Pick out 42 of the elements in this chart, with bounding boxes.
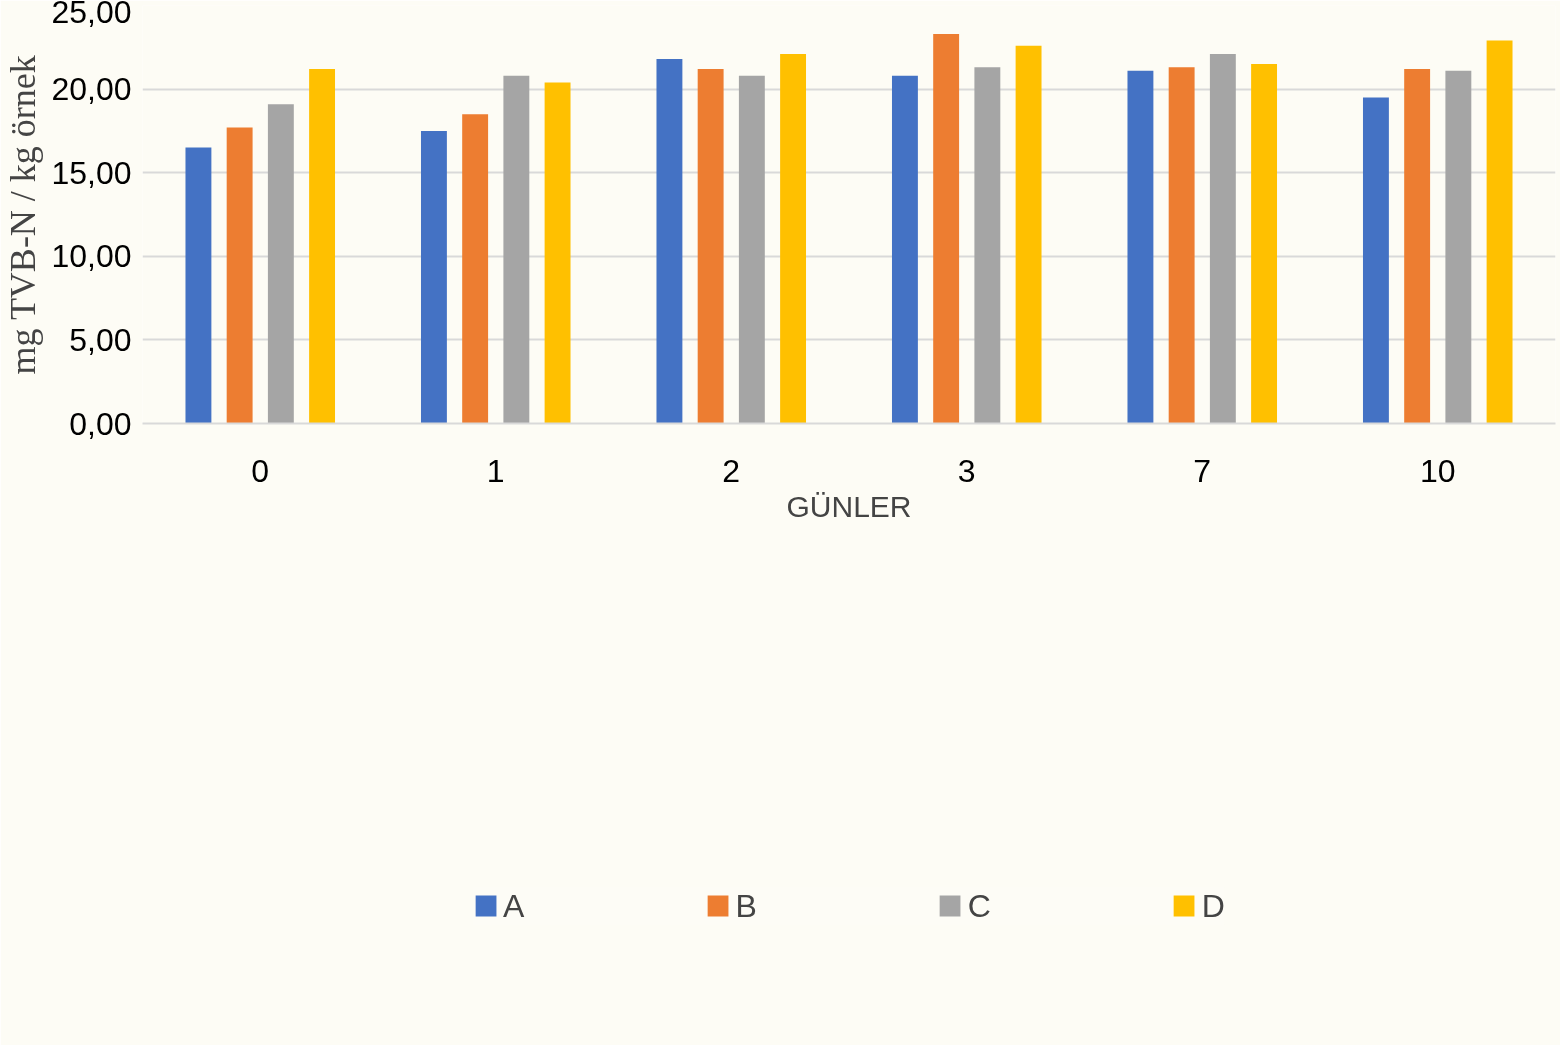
x-tick-label: 1 bbox=[486, 452, 505, 489]
bar bbox=[697, 69, 724, 424]
x-tick-label: 3 bbox=[957, 452, 976, 489]
x-tick-label: 10 bbox=[1419, 452, 1456, 489]
bar bbox=[891, 75, 918, 424]
legend-label: B bbox=[735, 887, 757, 925]
bar bbox=[1404, 69, 1431, 424]
y-tick-label: 5,00 bbox=[69, 321, 132, 358]
legend-label: C bbox=[967, 887, 991, 925]
bar bbox=[1015, 45, 1042, 424]
bar bbox=[1168, 67, 1195, 424]
y-tick-label: 25,00 bbox=[51, 0, 132, 30]
bar bbox=[462, 114, 489, 424]
bar bbox=[974, 67, 1001, 424]
bar bbox=[1362, 97, 1389, 424]
x-axis-title: GÜNLER bbox=[786, 489, 912, 523]
x-tick-label: 7 bbox=[1193, 452, 1212, 489]
y-tick-label: 15,00 bbox=[51, 154, 132, 191]
legend-label: A bbox=[503, 887, 525, 925]
bar bbox=[309, 69, 336, 424]
x-tick-label: 2 bbox=[722, 452, 741, 489]
bar bbox=[656, 59, 683, 424]
bar bbox=[1486, 40, 1513, 424]
bar bbox=[185, 147, 212, 424]
bar bbox=[503, 75, 530, 424]
bar bbox=[544, 82, 571, 424]
bar bbox=[1445, 70, 1472, 424]
bar bbox=[1209, 53, 1236, 424]
bar bbox=[1127, 70, 1154, 424]
bar bbox=[738, 75, 765, 424]
bar bbox=[420, 130, 447, 424]
bar bbox=[226, 127, 253, 424]
y-tick-label: 0,00 bbox=[69, 405, 132, 442]
legend-label: D bbox=[1201, 887, 1225, 925]
x-tick-label: 0 bbox=[251, 452, 270, 489]
bar bbox=[267, 104, 294, 424]
y-tick-label: 20,00 bbox=[51, 71, 132, 108]
y-tick-label: 10,00 bbox=[51, 238, 132, 275]
bar bbox=[780, 53, 807, 424]
bar bbox=[933, 33, 960, 424]
y-axis-title: mg TVB-N / kg örnek bbox=[3, 55, 44, 375]
bar bbox=[1251, 64, 1278, 424]
